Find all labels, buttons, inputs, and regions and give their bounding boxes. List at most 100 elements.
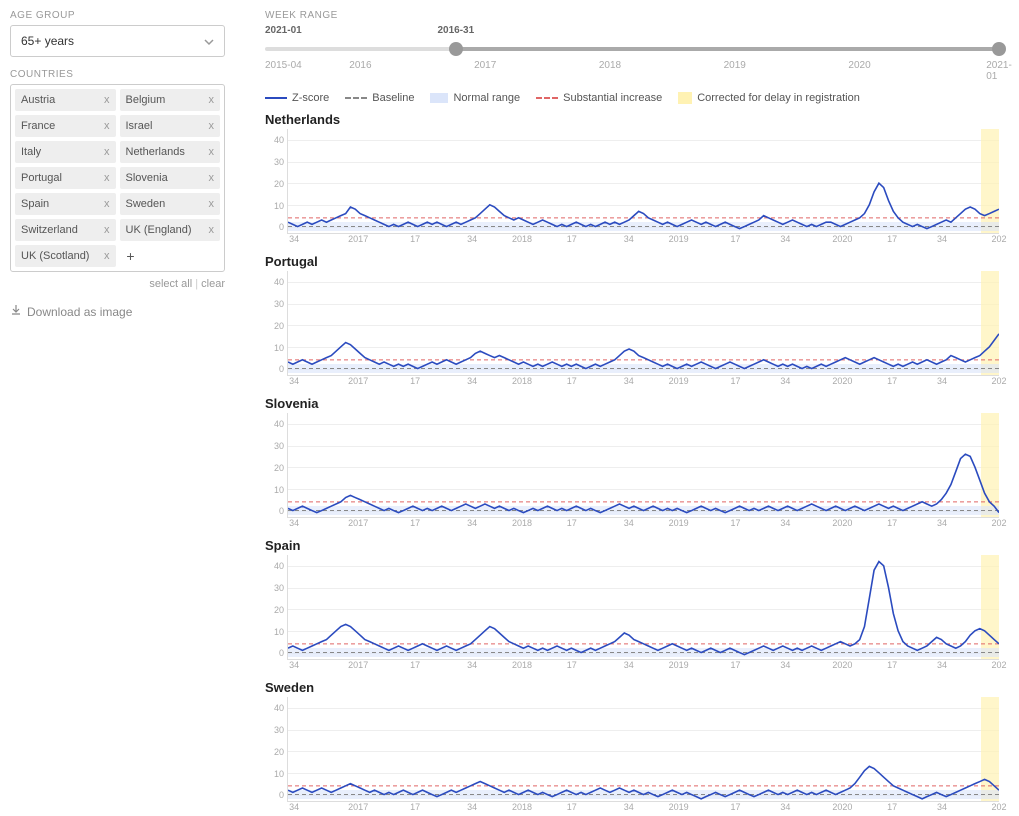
- country-chip[interactable]: Belgium x: [120, 89, 221, 111]
- week-range-label: WEEK RANGE: [265, 10, 999, 21]
- country-chip[interactable]: UK (England) x: [120, 219, 221, 241]
- country-chip-label: Israel: [126, 120, 153, 132]
- remove-icon[interactable]: x: [104, 172, 110, 184]
- chart-svg: [288, 413, 999, 517]
- chart-svg: [288, 697, 999, 801]
- chart-title: Netherlands: [265, 112, 999, 127]
- chart-svg: [288, 271, 999, 375]
- age-group-value: 65+ years: [21, 34, 74, 48]
- y-axis: 010203040: [265, 697, 287, 802]
- download-label: Download as image: [27, 305, 132, 319]
- select-all-link[interactable]: select all: [149, 278, 192, 290]
- country-chip-label: Sweden: [126, 198, 166, 210]
- chart-wrap: 010203040: [265, 413, 999, 518]
- country-chip-label: Austria: [21, 94, 55, 106]
- country-chip[interactable]: UK (Scotland) x: [15, 245, 116, 267]
- range-start-label: 2016-31: [437, 25, 474, 36]
- country-chip[interactable]: France x: [15, 115, 116, 137]
- chart-block: Netherlands 01020304034201717342018173420…: [265, 112, 999, 248]
- legend: Z-score Baseline Normal range Substantia…: [265, 92, 999, 104]
- country-chip[interactable]: Slovenia x: [120, 167, 221, 189]
- chart-plot: [287, 271, 999, 376]
- countries-label: COUNTRIES: [10, 69, 225, 80]
- country-chip-label: France: [21, 120, 55, 132]
- chart-wrap: 010203040: [265, 555, 999, 660]
- chart-block: Sweden0102030403420171734201817342019173…: [265, 680, 999, 816]
- age-group-select[interactable]: 65+ years: [10, 25, 225, 57]
- chart-wrap: 010203040: [265, 271, 999, 376]
- country-chip-label: UK (England): [126, 224, 192, 236]
- country-chip[interactable]: Netherlandsx: [120, 141, 221, 163]
- country-chip-label: Spain: [21, 198, 49, 210]
- country-chip-label: Portugal: [21, 172, 62, 184]
- remove-icon[interactable]: x: [209, 224, 215, 236]
- range-tick: 2018: [599, 60, 621, 71]
- zscore-line: [288, 454, 999, 512]
- range-tick: 2016: [349, 60, 371, 71]
- sidebar: AGE GROUP 65+ years COUNTRIES AustriaxBe…: [0, 0, 235, 811]
- x-axis: 3420171734201817342019173420201734202: [287, 376, 999, 390]
- range-min-label: 2015-04: [265, 60, 302, 71]
- remove-icon[interactable]: x: [104, 224, 110, 236]
- remove-icon[interactable]: x: [209, 94, 215, 106]
- sidebar-links: select all | clear: [10, 278, 225, 290]
- chart-title: Slovenia: [265, 396, 999, 411]
- remove-icon[interactable]: x: [104, 146, 110, 158]
- age-group-label: AGE GROUP: [10, 10, 225, 21]
- chart-title: Portugal: [265, 254, 999, 269]
- chart-plot: [287, 129, 999, 234]
- remove-icon[interactable]: x: [209, 146, 215, 158]
- country-chip-label: UK (Scotland): [21, 250, 89, 262]
- remove-icon[interactable]: x: [104, 250, 110, 262]
- country-chip[interactable]: Sweden x: [120, 193, 221, 215]
- range-tick: 2019: [724, 60, 746, 71]
- charts-container: Netherlands01020304034201717342018173420…: [265, 112, 999, 816]
- y-axis: 010203040: [265, 413, 287, 518]
- country-chip[interactable]: Portugal x: [15, 167, 116, 189]
- country-chip-label: Slovenia: [126, 172, 168, 184]
- zscore-line: [288, 562, 999, 655]
- remove-icon[interactable]: x: [209, 198, 215, 210]
- country-chip[interactable]: Israel x: [120, 115, 221, 137]
- country-chip-label: Belgium: [126, 94, 166, 106]
- x-axis: 3420171734201817342019173420201734202: [287, 660, 999, 674]
- range-end-label: 2021-01: [265, 25, 302, 36]
- range-ticks: 2015-04 201620172018201920202021-01: [265, 60, 999, 74]
- remove-icon[interactable]: x: [209, 172, 215, 184]
- country-chip[interactable]: Austria x: [15, 89, 116, 111]
- download-button[interactable]: Download as image: [10, 304, 225, 319]
- remove-icon[interactable]: x: [104, 198, 110, 210]
- zscore-line: [288, 183, 999, 228]
- chart-plot: [287, 697, 999, 802]
- remove-icon[interactable]: x: [104, 94, 110, 106]
- country-chip[interactable]: Spain x: [15, 193, 116, 215]
- main-panel: WEEK RANGE 2016-31 2021-01 2015-04 2016 2…: [235, 0, 1019, 811]
- range-handle-start[interactable]: [449, 42, 463, 56]
- remove-icon[interactable]: x: [104, 120, 110, 132]
- chart-block: Portugal 01020304034201717342018173420191…: [265, 254, 999, 390]
- week-range-slider[interactable]: [265, 38, 999, 60]
- y-axis: 010203040: [265, 271, 287, 376]
- zscore-line: [288, 766, 999, 798]
- download-icon: [10, 304, 22, 319]
- x-axis: 3420171734201817342019173420201734202: [287, 234, 999, 248]
- legend-corrected: Corrected for delay in registration: [678, 92, 860, 104]
- range-tick: 2021-01: [986, 60, 1012, 82]
- range-tick: 2017: [474, 60, 496, 71]
- chevron-down-icon: [204, 36, 214, 46]
- country-chip[interactable]: Italyx: [15, 141, 116, 163]
- chart-svg: [288, 129, 999, 233]
- remove-icon[interactable]: x: [209, 120, 215, 132]
- chart-block: Slovenia 01020304034201717342018173420191…: [265, 396, 999, 532]
- country-chip[interactable]: Switzerlandx: [15, 219, 116, 241]
- add-country-button[interactable]: +: [120, 245, 142, 267]
- y-axis: 010203040: [265, 129, 287, 234]
- chart-wrap: 010203040: [265, 697, 999, 802]
- clear-link[interactable]: clear: [201, 278, 225, 290]
- legend-normal: Normal range: [430, 92, 520, 104]
- countries-box: AustriaxBelgiumxFrancexIsraelxItalyxNeth…: [10, 84, 225, 272]
- x-axis: 3420171734201817342019173420201734202: [287, 518, 999, 532]
- range-handle-end[interactable]: [992, 42, 1006, 56]
- chart-plot: [287, 555, 999, 660]
- legend-baseline: Baseline: [345, 92, 414, 104]
